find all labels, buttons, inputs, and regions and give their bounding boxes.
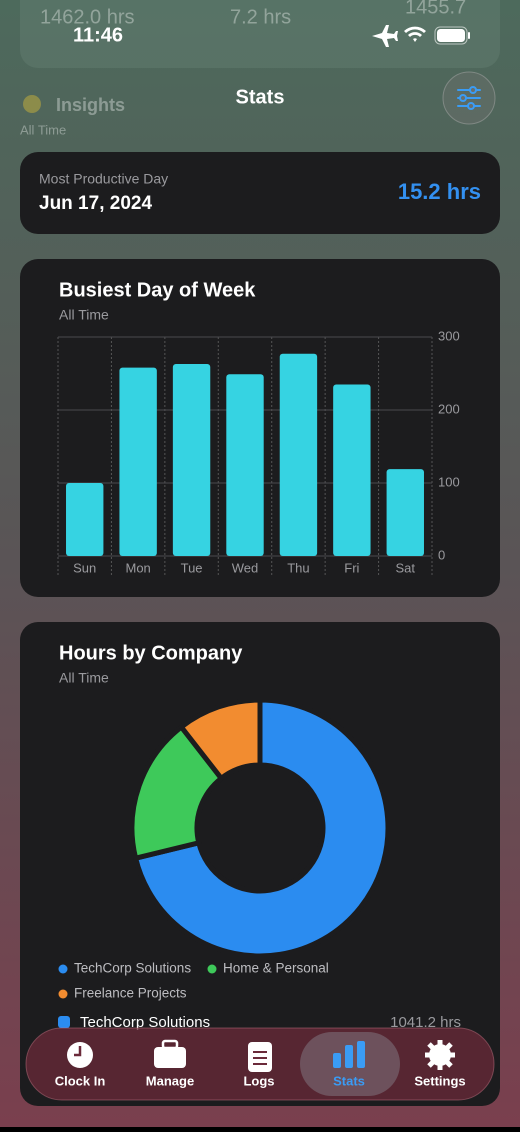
tab-label[interactable]: Stats xyxy=(333,1073,365,1088)
x-tick-label: Fri xyxy=(344,560,359,575)
tab-label[interactable]: Logs xyxy=(243,1073,274,1088)
bar xyxy=(333,384,371,556)
summary-label: Most Productive Day xyxy=(39,171,168,187)
tab-icons xyxy=(67,1039,455,1072)
chart-title: Busiest Day of Week xyxy=(59,279,256,301)
chart-card xyxy=(20,622,500,1106)
chart-subtitle: All Time xyxy=(59,670,109,686)
y-tick-label: 0 xyxy=(438,547,445,562)
company-swatch xyxy=(58,1016,70,1028)
summary-date: Jun 17, 2024 xyxy=(39,193,152,214)
bar xyxy=(172,364,211,556)
summary-card xyxy=(20,152,500,234)
x-tick-label: Tue xyxy=(181,560,203,575)
pie-slice xyxy=(133,697,391,959)
bar xyxy=(279,353,318,556)
legend-label: Freelance Projects xyxy=(74,986,187,1001)
y-tick-label: 200 xyxy=(438,401,460,416)
tab-label[interactable]: Settings xyxy=(414,1073,465,1088)
blurred-value: 1462.0 hrs xyxy=(40,6,135,28)
company-name: TechCorp Solutions xyxy=(80,1014,210,1031)
legend-label: TechCorp Solutions xyxy=(74,961,191,976)
y-tick-label: 100 xyxy=(438,474,460,489)
legend-swatch xyxy=(58,964,68,974)
company-hours: 1041.2 hrs xyxy=(390,1014,461,1031)
pie-slice xyxy=(129,724,224,861)
blurred-value: 7.2 hrs xyxy=(230,6,291,28)
bar xyxy=(226,374,264,556)
legend-swatch xyxy=(207,964,217,974)
filter-button[interactable] xyxy=(442,71,496,125)
chart-title: Hours by Company xyxy=(59,642,243,664)
tab-label[interactable]: Manage xyxy=(146,1073,194,1088)
tab-label[interactable]: Clock In xyxy=(55,1073,106,1088)
y-tick-label: 300 xyxy=(438,328,460,343)
bar xyxy=(66,483,104,556)
blurred-card xyxy=(20,0,500,68)
x-tick-label: Sat xyxy=(396,560,416,575)
blurred-title: Insights xyxy=(56,95,125,115)
blurred-value: 1455.7 xyxy=(405,0,466,18)
x-tick-label: Thu xyxy=(287,560,309,575)
page-title: Stats xyxy=(236,86,285,108)
x-tick-label: Mon xyxy=(125,560,150,575)
bar xyxy=(119,367,157,556)
pie-slice xyxy=(178,697,263,781)
legend-label: Home & Personal xyxy=(223,961,329,976)
star-icon xyxy=(23,95,41,113)
status-time: 11:46 xyxy=(73,24,123,46)
chart-subtitle: All Time xyxy=(59,307,109,323)
status-icons xyxy=(372,25,470,47)
summary-value: 15.2 hrs xyxy=(398,179,481,204)
legend-swatch xyxy=(58,989,68,999)
x-tick-label: Wed xyxy=(232,560,259,575)
bar xyxy=(386,469,424,556)
x-tick-label: Sun xyxy=(73,560,96,575)
blurred-subtitle: All Time xyxy=(20,122,66,137)
